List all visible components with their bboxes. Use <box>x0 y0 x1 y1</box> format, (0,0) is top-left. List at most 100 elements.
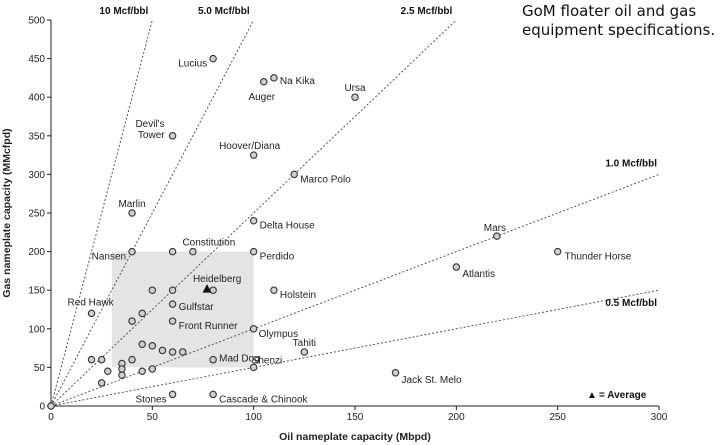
data-point <box>249 363 258 372</box>
point-label-line: Gulfstar <box>179 302 215 313</box>
point-label-line: Na Kika <box>280 76 315 87</box>
data-point <box>270 74 278 82</box>
data-point <box>128 355 136 364</box>
data-point <box>47 402 55 410</box>
point-label: Hoover/Diana <box>219 141 281 152</box>
point-label-line: Nansen <box>92 252 126 263</box>
data-point <box>128 317 136 325</box>
data-point <box>290 170 298 179</box>
axes-layer: 0 50 100 150 200 250 300 0 50 100 150 200 250 300 350 4… <box>1 16 668 444</box>
point-label-line: Holstein <box>280 290 316 301</box>
data-point <box>391 369 400 377</box>
point-label: Thunder Horse <box>565 252 632 263</box>
data-point <box>168 300 177 308</box>
point-label-line: Hoover/Diana <box>219 141 281 152</box>
shaded-range-box <box>111 251 254 368</box>
point-label: Mad Dog <box>219 354 260 365</box>
x-tick-label: 150 <box>347 412 364 423</box>
x-tick-label: 300 <box>651 412 668 423</box>
data-point <box>148 365 157 373</box>
data-point <box>148 342 157 350</box>
ratio-line-label: 2.5 Mcf/bbl <box>401 6 453 17</box>
data-point <box>300 348 309 356</box>
legend: ▲ = Average <box>587 390 647 401</box>
y-tick-label: 50 <box>34 363 46 374</box>
point-label: Lucius <box>178 59 207 70</box>
point-label-line: Mad Dog <box>219 354 260 365</box>
point-label: Delta House <box>260 221 315 232</box>
point-label-line: Ursa <box>344 83 366 94</box>
point-label-line: Cascade & Chinook <box>219 394 308 405</box>
data-point <box>249 151 258 159</box>
data-point <box>553 247 562 256</box>
data-point <box>128 247 136 256</box>
x-tick-label: 50 <box>147 412 159 423</box>
y-tick-label: 0 <box>39 402 45 413</box>
point-label: Na Kika <box>280 76 315 87</box>
x-tick-label: 0 <box>48 412 54 423</box>
data-point <box>249 247 258 256</box>
data-point <box>148 286 157 294</box>
point-label: Holstein <box>280 290 316 301</box>
data-point <box>168 247 177 256</box>
point-label-line: Stones <box>135 394 166 405</box>
point-label-line: Lucius <box>178 59 207 70</box>
point-label: Jack St. Melo <box>402 375 462 386</box>
point-label: Marco Polo <box>300 174 351 185</box>
data-point <box>87 309 96 318</box>
point-label: Marlin <box>118 199 145 210</box>
data-point <box>260 78 268 86</box>
data-point <box>168 317 177 325</box>
point-label: Heidelberg <box>193 274 241 285</box>
data-point <box>209 390 217 399</box>
data-point <box>249 216 258 225</box>
point-label: Red Hawk <box>68 297 115 308</box>
point-label-line: Tahiti <box>293 338 316 349</box>
y-tick-label: 350 <box>28 131 45 142</box>
data-point <box>118 371 126 379</box>
point-label-line: Devil's <box>135 119 164 130</box>
point-label-line: Thunder Horse <box>565 252 632 263</box>
data-point <box>270 286 278 294</box>
point-label: Gulfstar <box>179 302 215 313</box>
y-tick-label: 400 <box>28 93 45 104</box>
point-labels-layer: Lucius Na Kika Auger Ursa Devil's Tower Hoover… <box>68 59 632 406</box>
point-label: Devil's Tower <box>135 119 165 141</box>
data-point <box>168 348 177 356</box>
point-label: Atlantis <box>462 269 495 280</box>
data-point <box>158 346 167 355</box>
point-label: Perdido <box>260 252 295 263</box>
point-label: Olympus <box>259 329 298 340</box>
ratio-line <box>50 289 660 407</box>
ratio-line-label: 5.0 Mcf/bbl <box>198 6 250 17</box>
y-tick-label: 100 <box>28 324 45 335</box>
data-point <box>128 209 136 217</box>
point-label: Tahiti <box>293 338 316 349</box>
point-label-line: Mars <box>484 223 506 234</box>
point-label: Stones <box>135 394 166 405</box>
x-axis-title: Oil nameplate capacity (Mbpd) <box>279 431 431 443</box>
point-label-line: Tower <box>138 130 165 141</box>
point-label-line: Perdido <box>260 252 295 263</box>
data-point <box>103 367 112 376</box>
x-tick-label: 100 <box>245 412 262 423</box>
ratio-line <box>50 19 457 407</box>
data-point <box>87 355 96 364</box>
point-label-line: Olympus <box>259 329 298 340</box>
point-label-line: Atlantis <box>462 269 495 280</box>
y-tick-label: 200 <box>28 247 45 258</box>
average-marker <box>202 284 212 293</box>
y-tick-label: 450 <box>28 54 45 65</box>
ratio-line-label: 1.0 Mcf/bbl <box>605 158 657 169</box>
point-label-line: Red Hawk <box>68 297 115 308</box>
data-point <box>138 340 146 348</box>
point-label: Auger <box>248 92 275 103</box>
point-label: Shenzi <box>252 355 283 366</box>
shaded-range-layer <box>111 251 254 368</box>
data-point <box>209 54 217 63</box>
data-point <box>249 325 258 333</box>
point-label: Constitution <box>182 238 235 249</box>
y-tick-label: 250 <box>28 209 45 220</box>
